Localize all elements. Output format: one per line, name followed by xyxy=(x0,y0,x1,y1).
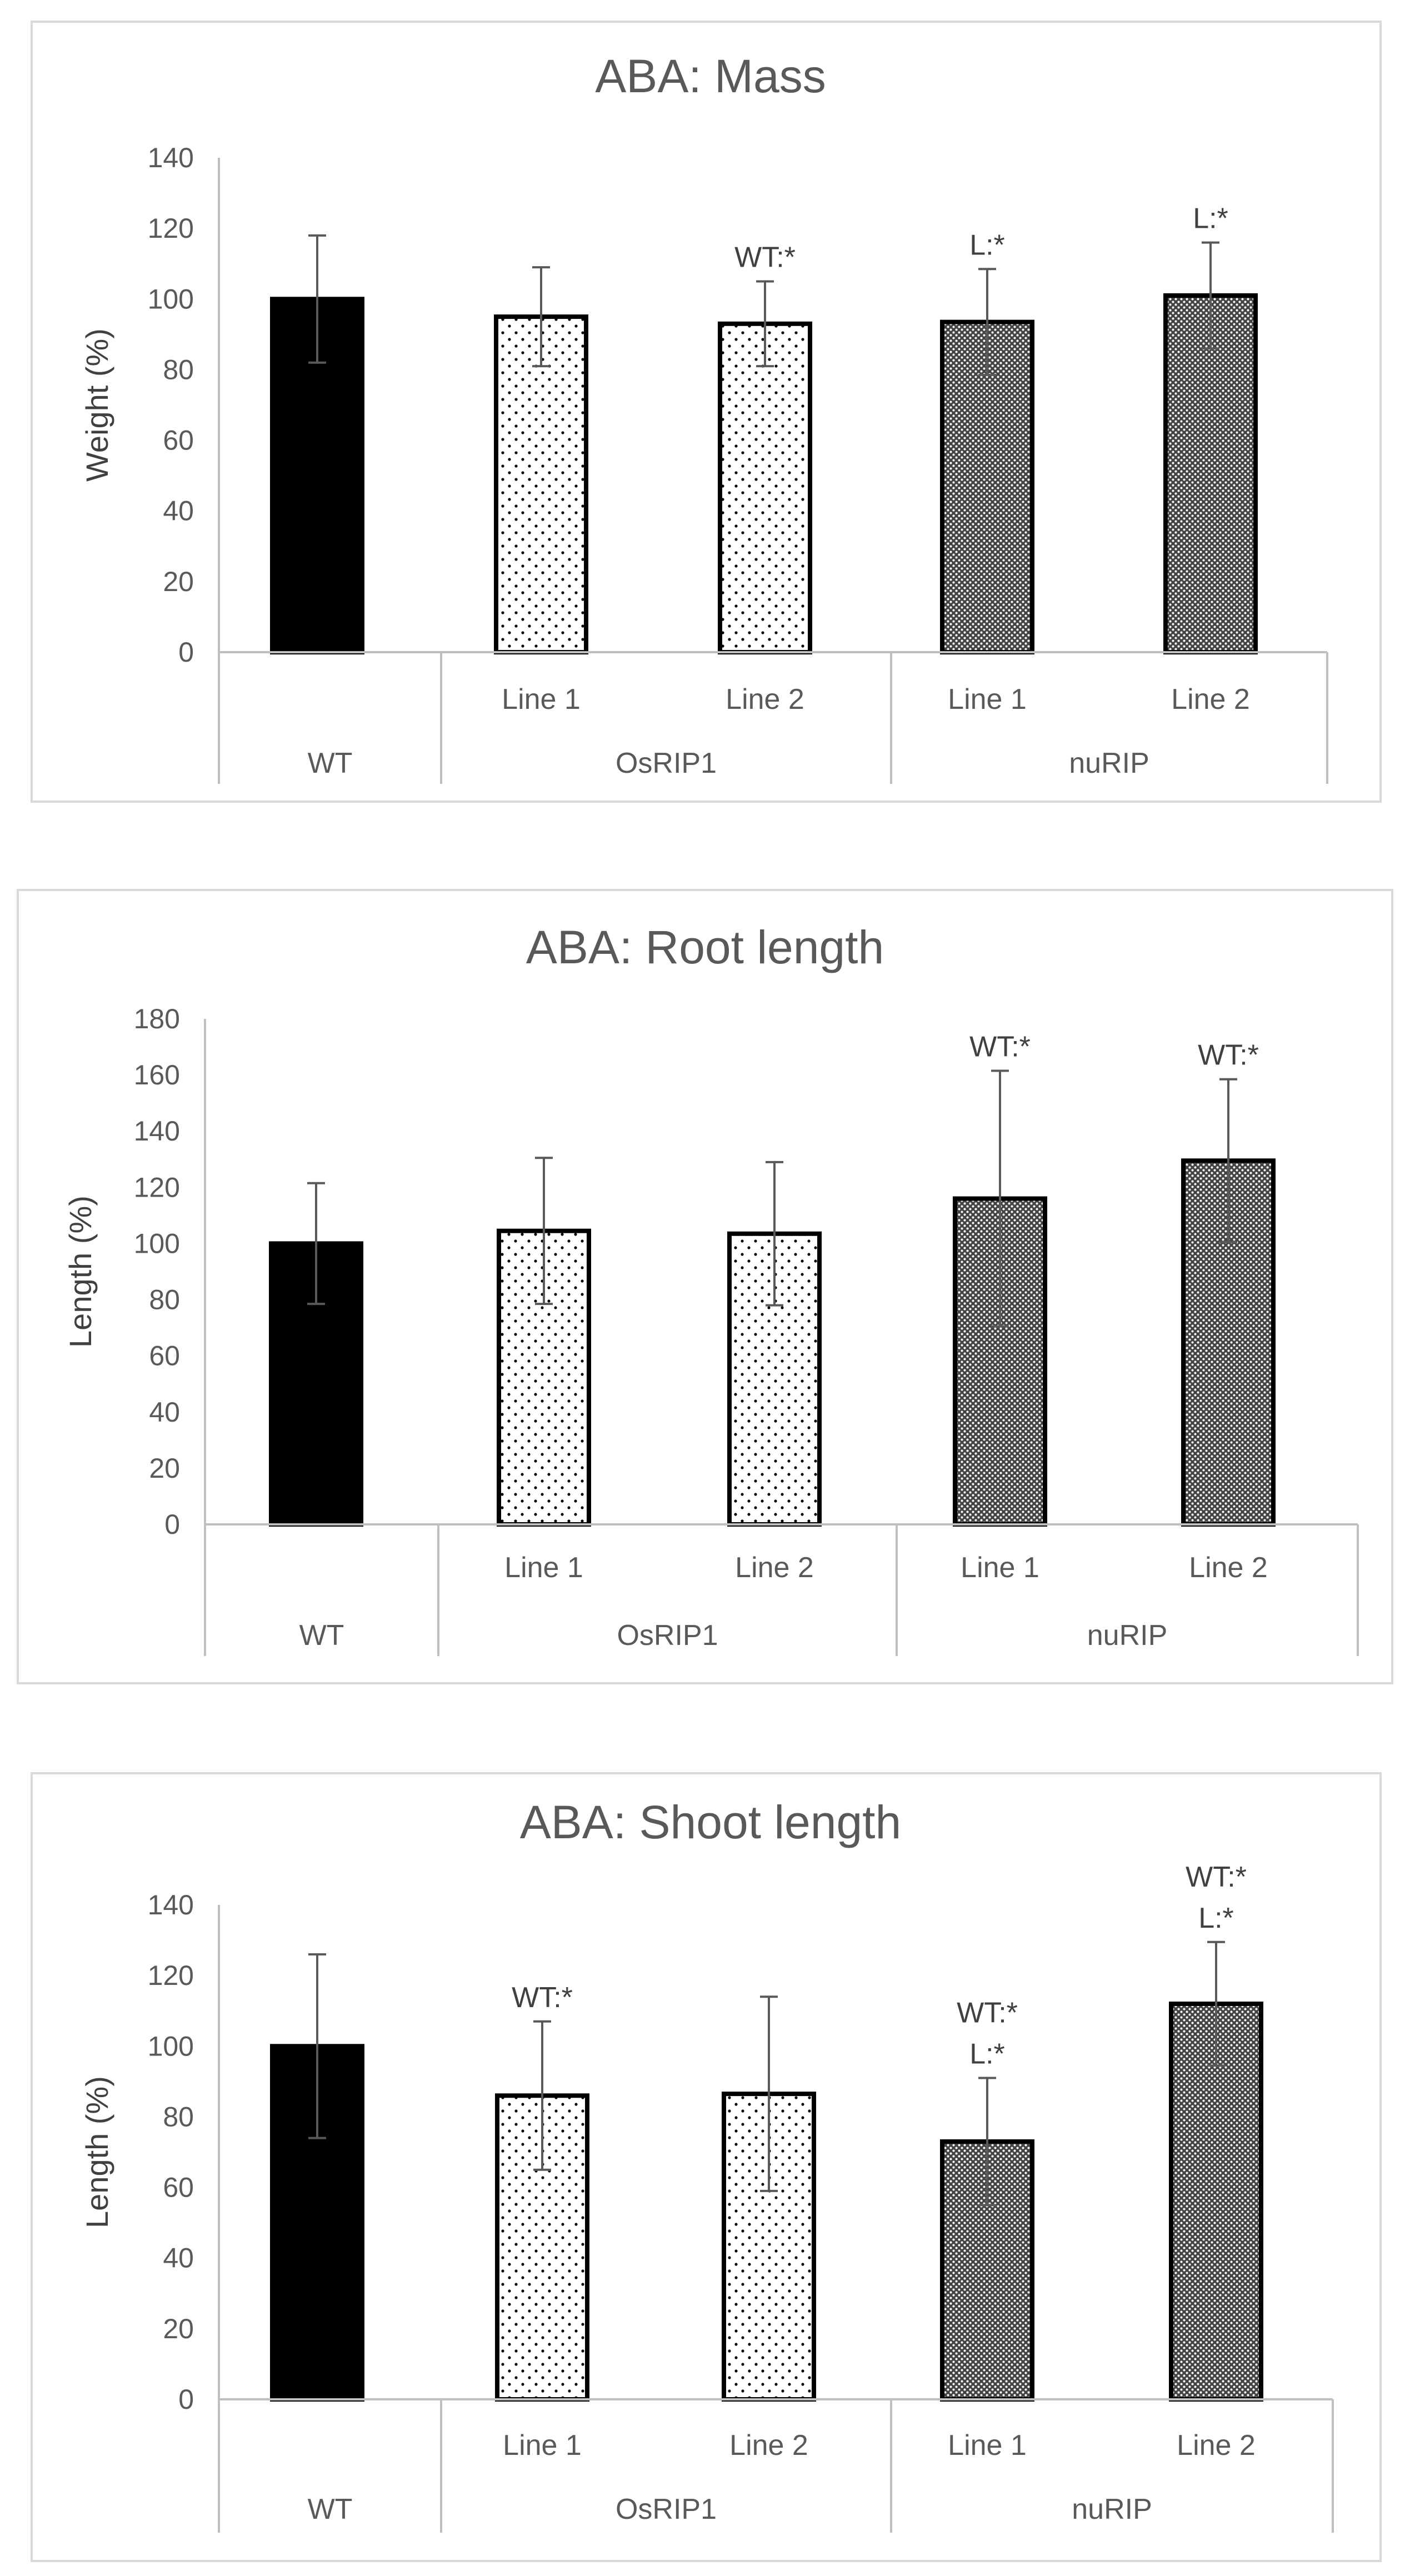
y-tick-label: 20 xyxy=(163,2313,194,2344)
significance-annotation: L:* xyxy=(1198,1902,1234,1934)
x-group-label: WT xyxy=(299,1619,344,1652)
bar xyxy=(718,321,812,654)
y-tick-label: 180 xyxy=(134,1003,180,1034)
x-category-label: Line 1 xyxy=(504,1552,583,1584)
significance-annotation: WT:* xyxy=(957,1997,1018,2029)
significance-annotation: WT:* xyxy=(734,242,796,274)
chart-title: ABA: Shoot length xyxy=(520,1796,901,1848)
x-category-label: Line 2 xyxy=(1189,1552,1268,1584)
y-tick-label: 140 xyxy=(148,1889,194,1920)
y-axis-label: Length (%) xyxy=(79,2076,114,2228)
y-tick-label: 80 xyxy=(149,1284,180,1315)
y-tick-label: 0 xyxy=(178,637,194,668)
x-group-label: nuRIP xyxy=(1069,747,1149,779)
y-tick-label: 20 xyxy=(149,1453,180,1484)
x-group-label: OsRIP1 xyxy=(616,2493,717,2525)
y-tick-label: 100 xyxy=(148,2030,194,2062)
x-category-label: Line 2 xyxy=(735,1552,814,1584)
y-tick-label: 100 xyxy=(134,1228,180,1259)
chart-svg-mass: ABA: Mass Weight (%) 0 20 40 60 80 100 120 140 Lin… xyxy=(79,50,1328,784)
y-tick-label: 20 xyxy=(163,566,194,597)
chart-title: ABA: Root length xyxy=(526,921,884,973)
y-tick-label: 40 xyxy=(163,496,194,527)
x-group-label: WT xyxy=(308,747,353,779)
x-category-label: Line 1 xyxy=(948,2429,1027,2462)
bar xyxy=(727,1231,822,1527)
x-category-label: Line 2 xyxy=(1171,683,1250,716)
y-axis-label: Weight (%) xyxy=(79,328,114,482)
y-tick-label: 80 xyxy=(163,354,194,385)
x-category-label: Line 1 xyxy=(503,2429,582,2462)
x-category-label: Line 1 xyxy=(948,683,1027,716)
x-category-label: Line 2 xyxy=(1177,2429,1256,2462)
y-tick-label: 40 xyxy=(163,2243,194,2274)
chart-svg-shoot-length: ABA: Shoot length Length (%) 0 20 40 60 80 100 1… xyxy=(79,1796,1334,2533)
significance-annotation: L:* xyxy=(969,2038,1005,2070)
y-tick-label: 120 xyxy=(148,1960,194,1991)
y-tick-label: 40 xyxy=(149,1397,180,1428)
chart-panel-root-length: ABA: Root length Length (%) 0 20 40 60 80 100 12… xyxy=(17,889,1393,1684)
x-group-label: OsRIP1 xyxy=(616,747,717,779)
significance-annotation: WT:* xyxy=(512,1982,573,2014)
significance-annotation: WT:* xyxy=(969,1031,1031,1063)
x-category-label: Line 1 xyxy=(961,1552,1039,1584)
y-tick-label: 140 xyxy=(148,142,194,173)
y-tick-label: 120 xyxy=(148,213,194,244)
x-category-label: Line 2 xyxy=(729,2429,808,2462)
x-category-label: Line 2 xyxy=(726,683,804,716)
y-tick-label: 140 xyxy=(134,1116,180,1147)
x-group-label: WT xyxy=(308,2493,353,2525)
significance-annotation: L:* xyxy=(1193,203,1228,235)
y-tick-label: 80 xyxy=(163,2101,194,2132)
y-tick-label: 120 xyxy=(134,1172,180,1203)
significance-annotation: WT:* xyxy=(1198,1039,1259,1072)
y-tick-label: 100 xyxy=(148,283,194,314)
y-tick-label: 0 xyxy=(178,2384,194,2415)
chart-panel-mass: ABA: Mass Weight (%) 0 20 40 60 80 100 120 140 Lin… xyxy=(31,21,1382,803)
bar xyxy=(1169,2002,1263,2402)
chart-svg-root-length: ABA: Root length Length (%) 0 20 40 60 80 100 12… xyxy=(63,921,1359,1656)
x-category-label: Line 1 xyxy=(502,683,581,716)
y-tick-label: 60 xyxy=(163,425,194,456)
significance-annotation: WT:* xyxy=(1186,1861,1247,1893)
significance-annotation: L:* xyxy=(969,229,1005,261)
chart-title: ABA: Mass xyxy=(595,50,826,102)
x-group-label: nuRIP xyxy=(1087,1619,1168,1652)
y-tick-label: 60 xyxy=(163,2172,194,2203)
y-tick-label: 0 xyxy=(164,1509,180,1540)
y-axis-label: Length (%) xyxy=(63,1196,98,1348)
chart-panel-shoot-length: ABA: Shoot length Length (%) 0 20 40 60 80 100 1… xyxy=(31,1772,1382,2562)
x-group-label: OsRIP1 xyxy=(617,1619,718,1652)
y-tick-label: 160 xyxy=(134,1059,180,1091)
y-tick-label: 60 xyxy=(149,1340,180,1372)
x-group-label: nuRIP xyxy=(1072,2493,1152,2525)
